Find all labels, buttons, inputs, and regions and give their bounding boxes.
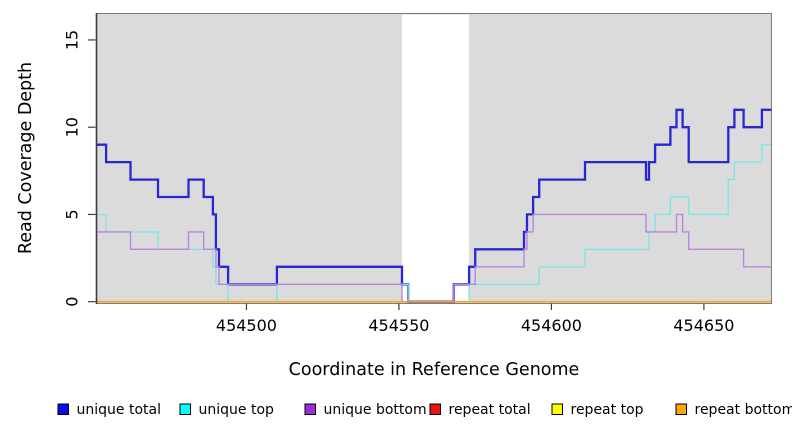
- x-axis-label: Coordinate in Reference Genome: [289, 360, 580, 380]
- masked-region: [402, 15, 469, 303]
- y-tick-label: 15: [63, 30, 82, 50]
- legend-swatch-unique-bottom: [305, 404, 316, 415]
- legend: unique total unique top unique bottom repea…: [58, 402, 792, 418]
- legend-swatch-repeat-bottom: [676, 404, 687, 415]
- legend-swatch-unique-total: [58, 404, 69, 415]
- legend-item-repeat-total: repeat total: [430, 402, 531, 418]
- y-axis-label: Read Coverage Depth: [16, 62, 36, 254]
- x-tick-label: 454650: [673, 316, 734, 335]
- plot-panel: [97, 14, 771, 303]
- legend-swatch-unique-top: [180, 404, 191, 415]
- x-tick-label: 454550: [368, 316, 429, 335]
- y-tick-label: 0: [63, 297, 82, 307]
- legend-item-repeat-bottom: repeat bottom: [676, 402, 792, 418]
- legend-label-repeat-total: repeat total: [449, 402, 531, 418]
- legend-swatch-repeat-top: [552, 404, 563, 415]
- legend-label-repeat-top: repeat top: [571, 402, 644, 418]
- legend-swatch-repeat-total: [430, 404, 441, 415]
- legend-item-repeat-top: repeat top: [552, 402, 644, 418]
- legend-label-unique-total: unique total: [77, 402, 161, 418]
- legend-item-unique-total: unique total: [58, 402, 161, 418]
- legend-label-unique-top: unique top: [199, 402, 275, 418]
- legend-item-unique-bottom: unique bottom: [305, 402, 427, 418]
- legend-item-unique-top: unique top: [180, 402, 274, 418]
- legend-label-unique-bottom: unique bottom: [324, 402, 427, 418]
- x-tick-label: 454600: [521, 316, 582, 335]
- y-tick-label: 10: [63, 117, 82, 137]
- x-tick-label: 454500: [216, 316, 277, 335]
- y-tick-label: 5: [63, 209, 82, 219]
- legend-label-repeat-bottom: repeat bottom: [695, 402, 792, 418]
